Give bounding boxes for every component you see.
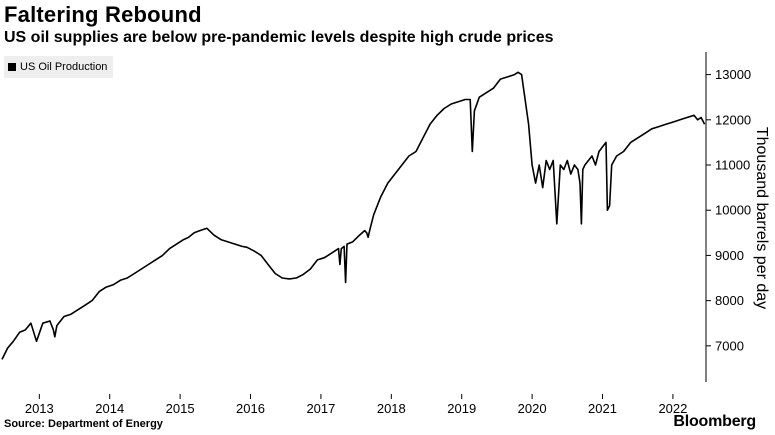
x-axis: 2013 2014 2015 2016 2017 2018 2019 2020 2021 2022: [25, 394, 687, 416]
x-tick-label: 2014: [95, 401, 124, 416]
x-tick-label: 2019: [447, 401, 476, 416]
x-tick-label: 2020: [518, 401, 547, 416]
bloomberg-logo: Bloomberg: [673, 413, 756, 430]
y-tick-label: 8000: [715, 293, 744, 308]
x-tick-label: 2013: [25, 401, 54, 416]
x-tick-label: 2022: [658, 401, 687, 416]
x-tick-label: 2016: [236, 401, 265, 416]
series-layer: [1, 71, 706, 360]
x-tick-label: 2015: [166, 401, 195, 416]
x-tick-label: 2018: [377, 401, 406, 416]
y-tick-label: 10000: [715, 203, 751, 218]
x-tick-label: 2021: [588, 401, 617, 416]
chart-subtitle: US oil supplies are below pre-pandemic l…: [4, 29, 554, 46]
chart-title: Faltering Rebound: [4, 2, 202, 27]
legend-label: US Oil Production: [20, 61, 108, 73]
legend-swatch: [8, 63, 16, 71]
y-axis-title: Thousand barrels per day: [753, 127, 770, 309]
source-note: Source: Department of Energy: [4, 418, 163, 430]
y-tick-label: 7000: [715, 338, 744, 353]
y-tick-label: 13000: [715, 67, 751, 82]
y-tick-label: 9000: [715, 248, 744, 263]
y-axis: 7000 8000 9000 10000 11000 12000 13000: [705, 52, 751, 382]
legend: US Oil Production: [4, 56, 114, 78]
y-tick-label: 12000: [715, 112, 751, 127]
series-line-us-oil-production: [1, 71, 706, 360]
y-tick-label: 11000: [715, 158, 750, 173]
x-tick-label: 2017: [306, 401, 335, 416]
